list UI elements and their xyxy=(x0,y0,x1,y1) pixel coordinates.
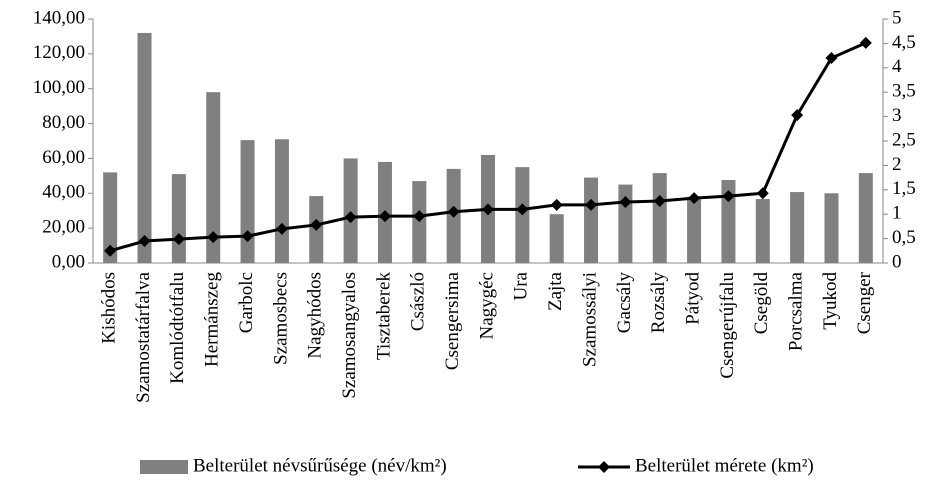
marker xyxy=(413,210,426,223)
bar xyxy=(206,92,221,263)
marker xyxy=(619,196,632,208)
bar xyxy=(549,214,564,263)
x-tick-label: Hermánszeg xyxy=(202,272,223,367)
y-tick-label: 100,00 xyxy=(33,77,85,98)
bar xyxy=(343,158,358,263)
y2-tick-label: 5 xyxy=(892,7,902,28)
y2-tick-label: 0 xyxy=(892,251,902,272)
marker xyxy=(172,233,185,246)
marker xyxy=(585,198,598,211)
x-tick-label: Porcsalma xyxy=(785,271,806,351)
marker xyxy=(138,235,151,248)
x-tick-label: Pátyod xyxy=(682,272,703,325)
y-tick-label: 120,00 xyxy=(33,42,85,63)
y2-tick-label: 1,5 xyxy=(892,178,916,199)
x-tick-label: Ura xyxy=(511,271,532,300)
marker xyxy=(104,244,117,257)
y-tick-label: 20,00 xyxy=(42,217,85,238)
legend-label: Belterület névsűrűsége (név/km²) xyxy=(193,455,447,476)
marker xyxy=(722,190,735,203)
y-tick-label: 60,00 xyxy=(42,147,85,168)
bar xyxy=(755,199,770,263)
x-tick-label: Tisztaberek xyxy=(373,272,394,360)
legend-label: Belterület mérete (km²) xyxy=(635,455,814,476)
x-tick-label: Csengersima xyxy=(442,271,463,370)
marker xyxy=(241,230,254,243)
x-tick-label: Kishódos xyxy=(99,272,120,344)
legend-swatch xyxy=(140,460,188,474)
bar xyxy=(687,196,702,263)
bar xyxy=(137,32,152,263)
bar xyxy=(824,193,839,263)
x-tick-label: Gacsály xyxy=(614,272,635,334)
x-tick-label: Tyukod xyxy=(820,272,841,330)
bar xyxy=(171,174,186,263)
marker xyxy=(688,192,701,205)
y-tick-label: 80,00 xyxy=(42,112,85,133)
bar xyxy=(858,173,873,263)
marker xyxy=(859,36,872,49)
marker xyxy=(207,231,220,244)
bar xyxy=(240,140,255,263)
marker xyxy=(482,203,494,216)
y-tick-label: 140,00 xyxy=(33,7,85,28)
y2-tick-label: 1 xyxy=(892,203,902,224)
marker xyxy=(310,218,323,231)
y2-tick-label: 4 xyxy=(892,56,902,77)
y-tick-label: 40,00 xyxy=(42,182,85,203)
x-tick-label: Szamostatárfalva xyxy=(133,271,154,402)
x-tick-label: Rozsály xyxy=(648,272,669,334)
y2-tick-label: 4,5 xyxy=(892,32,916,53)
marker xyxy=(378,210,391,223)
legend-marker xyxy=(598,461,610,473)
x-tick-label: Szamosbecs xyxy=(270,272,291,365)
bar xyxy=(721,180,736,263)
x-tick-label: Szamosangyalos xyxy=(339,272,360,399)
marker xyxy=(447,205,460,218)
x-tick-label: Csenger xyxy=(854,271,875,334)
bar xyxy=(584,177,599,263)
marker xyxy=(550,198,563,211)
y2-tick-label: 2 xyxy=(892,154,902,175)
bar xyxy=(274,139,289,263)
bar xyxy=(652,173,667,263)
y-tick-label: 0,00 xyxy=(52,251,85,272)
y2-tick-label: 3 xyxy=(892,105,902,126)
x-tick-label: Garbolc xyxy=(236,272,257,333)
marker xyxy=(653,195,666,208)
y2-tick-label: 2,5 xyxy=(892,129,916,150)
y2-tick-label: 0,5 xyxy=(892,227,916,248)
y2-tick-label: 3,5 xyxy=(892,81,916,102)
marker xyxy=(791,109,804,122)
marker xyxy=(756,187,769,200)
x-tick-label: Komlódtótfalu xyxy=(167,272,188,384)
bar xyxy=(790,192,805,263)
marker xyxy=(344,211,357,224)
x-tick-label: Szamossályi xyxy=(579,272,600,367)
marker xyxy=(825,52,838,65)
x-tick-label: Csengerújfalu xyxy=(717,272,738,379)
marker xyxy=(516,203,529,216)
marker xyxy=(275,222,288,235)
x-tick-label: Csegöld xyxy=(751,272,772,335)
bar xyxy=(103,172,118,263)
x-tick-label: Nagygéc xyxy=(476,272,497,340)
x-tick-label: Nagyhódos xyxy=(305,272,326,359)
x-tick-label: Császló xyxy=(408,272,429,331)
x-tick-label: Zajta xyxy=(545,271,566,311)
